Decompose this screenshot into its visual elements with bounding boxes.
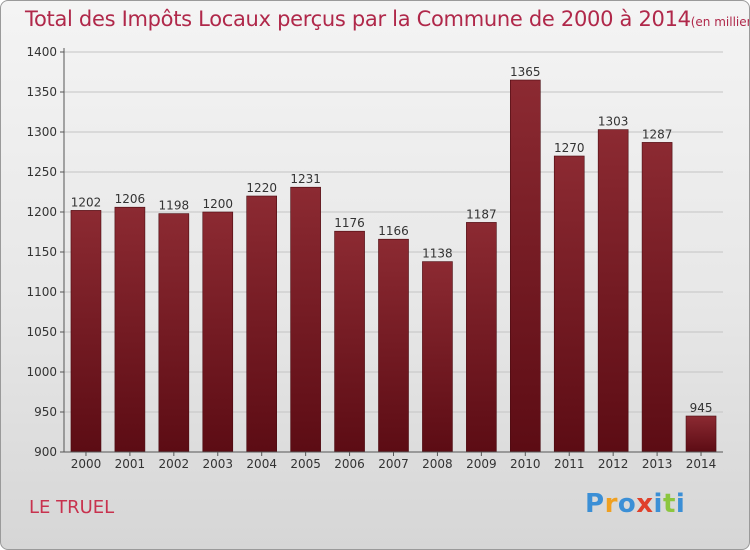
x-tick-label: 2009 [466, 457, 497, 471]
x-tick-label: 2003 [202, 457, 233, 471]
value-label: 1270 [554, 141, 585, 155]
logo-letter: i [675, 489, 686, 519]
value-label: 1176 [334, 216, 365, 230]
logo-letter: i [653, 489, 663, 519]
logo-letter: r [604, 489, 618, 519]
x-tick-label: 2010 [510, 457, 541, 471]
x-tick-label: 2000 [71, 457, 102, 471]
x-tick-label: 2008 [422, 457, 453, 471]
x-tick-label: 2013 [642, 457, 673, 471]
bar-2011 [553, 155, 585, 453]
y-tick-label: 950 [34, 405, 57, 419]
bar-2001 [114, 206, 146, 453]
value-label: 1206 [115, 192, 146, 206]
bar-2013 [641, 142, 673, 453]
title-row: Total des Impôts Locaux perçus par la Co… [25, 7, 749, 31]
bar-2003 [202, 211, 234, 453]
bar-2000 [70, 210, 102, 453]
bar-2007 [378, 238, 409, 453]
bar-2014 [685, 415, 717, 453]
bar-2006 [334, 230, 365, 453]
y-tick-label: 900 [34, 445, 57, 459]
value-label: 1231 [290, 172, 321, 186]
logo-letter: t [662, 489, 676, 519]
value-label: 1198 [159, 199, 190, 213]
bar-2012 [597, 129, 629, 453]
bar-2002 [158, 213, 190, 453]
x-tick-label: 2006 [334, 457, 365, 471]
bar-2009 [466, 222, 497, 453]
y-tick-label: 1050 [26, 325, 57, 339]
bar-2004 [246, 195, 277, 453]
y-tick-label: 1150 [26, 245, 57, 259]
logo-letter: o [617, 489, 637, 519]
bar-2008 [422, 261, 453, 453]
y-tick-label: 1200 [26, 205, 57, 219]
y-tick-label: 1100 [26, 285, 57, 299]
x-tick-label: 2011 [554, 457, 585, 471]
y-tick-label: 1250 [26, 165, 57, 179]
x-tick-label: 2007 [378, 457, 409, 471]
proxiti-logo: Proxiti [585, 489, 685, 519]
bar-2010 [509, 79, 541, 453]
value-label: 1220 [246, 181, 277, 195]
logo-letter: x [636, 489, 654, 519]
value-label: 1303 [598, 115, 629, 129]
y-tick-label: 1300 [26, 125, 57, 139]
x-tick-label: 2002 [159, 457, 190, 471]
x-tick-label: 2012 [598, 457, 629, 471]
value-label: 1365 [510, 65, 541, 79]
axes: 900 950 1000 1050 1100 1150 1200 1250 1300 1350 14… [26, 45, 723, 471]
x-tick-label: 2014 [686, 457, 717, 471]
value-label: 1138 [422, 247, 453, 261]
value-label: 1202 [71, 195, 102, 209]
y-tick-label: 1350 [26, 85, 57, 99]
value-label: 1287 [642, 127, 673, 141]
chart-title: Total des Impôts Locaux perçus par la Co… [25, 7, 691, 31]
bar-chart: 1202 1206 1198 1200 1220 1231 1176 1166 1138 1187… [26, 45, 723, 471]
commune-name: LE TRUEL [29, 497, 115, 518]
value-label: 1166 [378, 224, 409, 238]
value-label: 1187 [466, 207, 497, 221]
x-tick-label: 2001 [115, 457, 146, 471]
value-label: 1200 [202, 197, 233, 211]
value-label: 945 [690, 401, 713, 415]
bars: 1202 1206 1198 1200 1220 1231 1176 1166 1138 1187… [70, 65, 717, 453]
x-tick-label: 2005 [290, 457, 321, 471]
x-tick-label: 2004 [246, 457, 277, 471]
chart-subtitle: (en milliers d'€) [690, 15, 749, 29]
bar-2005 [290, 186, 321, 453]
logo-letter: P [585, 489, 605, 519]
y-tick-label: 1400 [26, 45, 57, 59]
y-tick-label: 1000 [26, 365, 57, 379]
